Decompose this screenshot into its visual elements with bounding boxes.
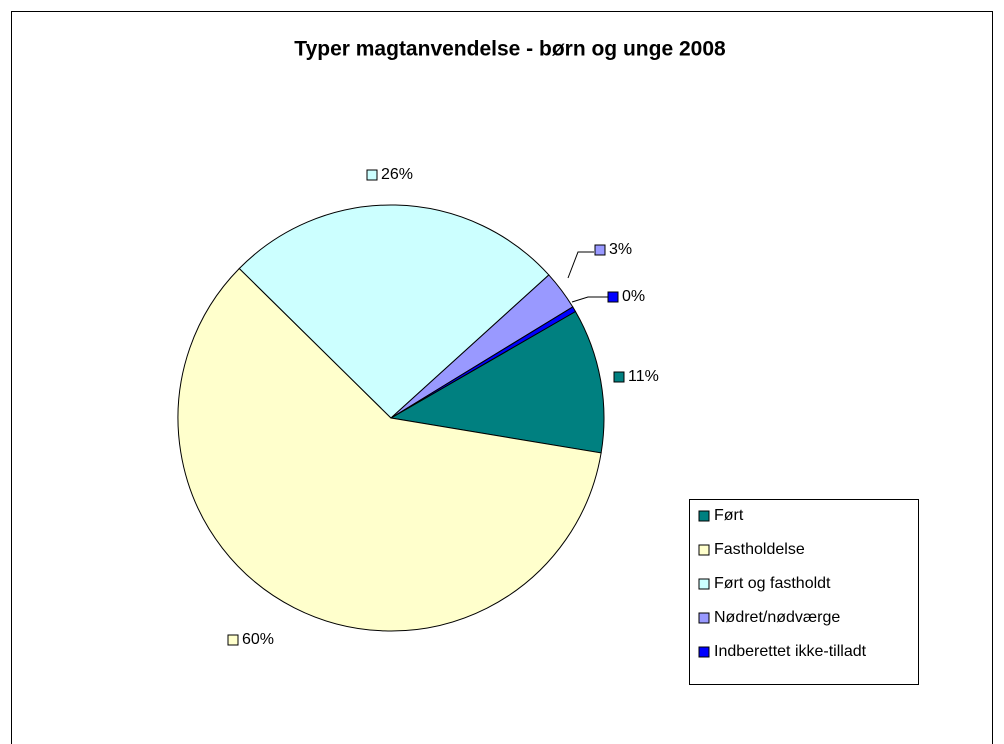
pie-slice <box>177 267 602 632</box>
data-label: 11% <box>628 368 659 385</box>
pie-slice <box>390 306 577 419</box>
legend-key <box>698 510 710 522</box>
label-key <box>366 169 378 181</box>
data-label: 3% <box>609 241 632 258</box>
label-key <box>613 371 625 383</box>
legend-key <box>698 646 710 658</box>
label-key <box>227 634 239 646</box>
legend-label: Fastholdelse <box>714 541 805 558</box>
leader-line <box>567 251 594 279</box>
legend-label: Nødret/nødværge <box>714 609 840 626</box>
data-label: 26% <box>381 166 413 183</box>
pie-slice <box>238 204 550 419</box>
leader-line <box>571 296 608 303</box>
legend-key <box>698 544 710 556</box>
legend-label: Ført og fastholdt <box>714 575 831 592</box>
legend-key <box>698 578 710 590</box>
legend-box <box>689 499 919 685</box>
label-key <box>607 291 619 303</box>
data-label: 0% <box>622 288 645 305</box>
label-key <box>594 244 606 256</box>
legend-key <box>698 612 710 624</box>
data-label: 60% <box>242 631 274 648</box>
legend-label: Ført <box>714 507 744 524</box>
pie-slice <box>389 310 605 454</box>
legend-label: Indberettet ikke-tilladt <box>714 643 867 660</box>
chart-title: Typer magtanvendelse - børn og unge 2008 <box>294 38 726 61</box>
